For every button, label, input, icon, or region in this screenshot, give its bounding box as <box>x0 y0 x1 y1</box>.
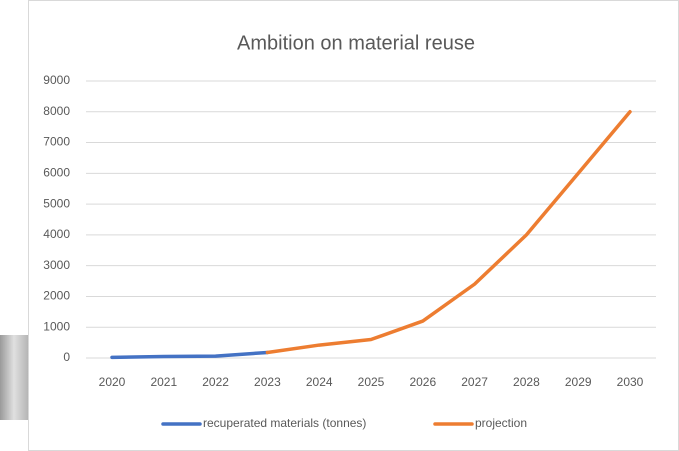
series-line <box>265 110 632 355</box>
x-tick-label: 2025 <box>358 375 385 389</box>
y-tick-label: 3000 <box>43 258 70 272</box>
x-tick-label: 2029 <box>565 375 592 389</box>
legend-label: recuperated materials (tonnes) <box>203 416 366 430</box>
legend-label: projection <box>475 416 527 430</box>
y-tick-label: 6000 <box>43 166 70 180</box>
y-tick-label: 0 <box>63 350 70 364</box>
background-photo <box>0 335 28 420</box>
y-tick-label: 1000 <box>43 319 70 333</box>
x-tick-label: 2028 <box>513 375 540 389</box>
x-tick-label: 2020 <box>99 375 126 389</box>
chart-frame <box>28 0 679 451</box>
x-tick-label: 2021 <box>150 375 177 389</box>
y-tick-label: 7000 <box>43 135 70 149</box>
x-tick-label: 2022 <box>202 375 229 389</box>
chart-title: Ambition on material reuse <box>237 32 475 54</box>
x-tick-label: 2026 <box>409 375 436 389</box>
y-tick-label: 4000 <box>43 227 70 241</box>
x-tick-label: 2023 <box>254 375 281 389</box>
series-line <box>110 350 270 360</box>
x-tick-label: 2024 <box>306 375 333 389</box>
y-tick-label: 5000 <box>43 196 70 210</box>
x-tick-label: 2030 <box>617 375 644 389</box>
y-tick-label: 9000 <box>43 73 70 87</box>
x-tick-label: 2027 <box>461 375 488 389</box>
y-tick-label: 2000 <box>43 289 70 303</box>
y-tick-label: 8000 <box>43 104 70 118</box>
